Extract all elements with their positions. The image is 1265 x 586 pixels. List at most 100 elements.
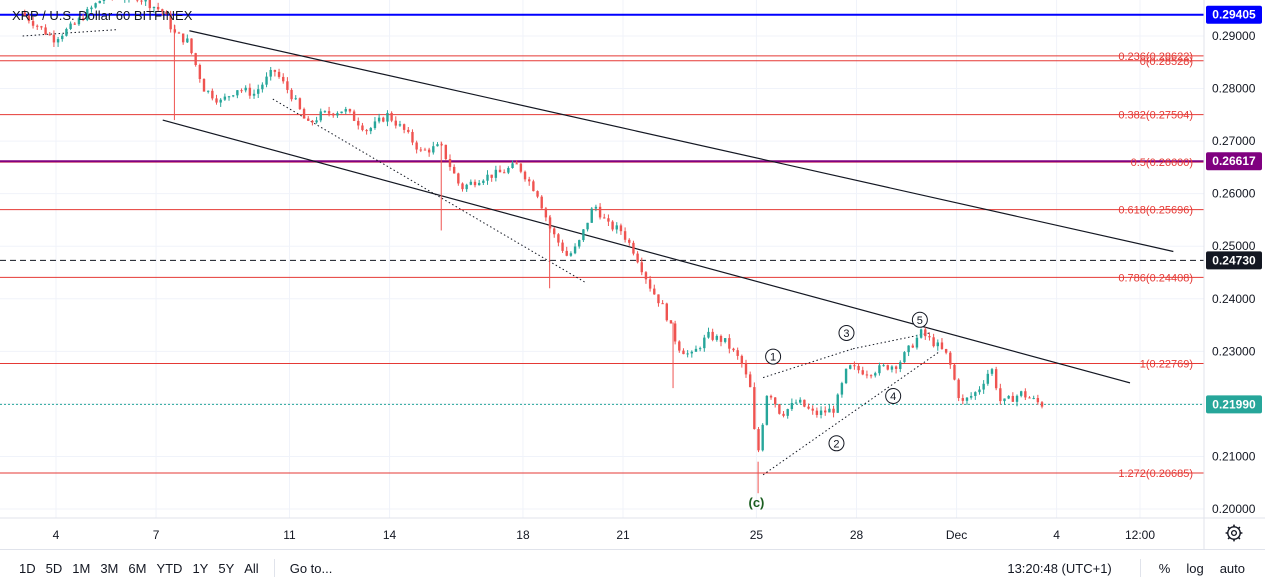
candle-body (865, 374, 869, 376)
candle-body (736, 350, 739, 356)
candle-body (231, 95, 235, 97)
candle-body (190, 38, 193, 54)
candle-body (477, 182, 481, 186)
candle-body (678, 341, 681, 351)
candle-body (953, 364, 956, 380)
candle-body (394, 120, 397, 126)
candle-body (398, 124, 402, 126)
time-tick-label: 14 (383, 528, 397, 542)
range-6m-button[interactable]: 6M (128, 560, 147, 576)
candle-body (811, 408, 814, 411)
range-1y-button[interactable]: 1Y (192, 560, 209, 576)
range-1m-button[interactable]: 1M (72, 560, 91, 576)
range-ytd-button[interactable]: YTD (156, 560, 183, 576)
candle-body (465, 184, 468, 190)
channel-line (162, 119, 1131, 384)
candle-body (198, 65, 202, 79)
candle-body (206, 90, 210, 92)
candle-body (786, 409, 789, 416)
candle-body (1019, 391, 1023, 396)
candle-body (686, 353, 689, 355)
candle-body (1003, 398, 1006, 402)
toolbar-divider (1139, 559, 1141, 577)
candle-body (348, 109, 352, 112)
candle-body (194, 53, 197, 66)
fib-level-label: 1(0.22769) (1140, 358, 1193, 370)
time-tick-label: 7 (153, 528, 160, 542)
candle-body (211, 90, 214, 99)
gear-icon[interactable] (1225, 524, 1243, 542)
goto-button[interactable]: Go to... (289, 560, 333, 576)
candle-body (553, 228, 556, 235)
candle-body (461, 183, 464, 190)
candle-body (869, 375, 873, 377)
price-label-text: 0.29405 (1212, 8, 1256, 22)
candle-body (536, 191, 539, 197)
range-5d-button[interactable]: 5D (45, 560, 63, 576)
candle-body (202, 78, 206, 92)
candle-body (1032, 398, 1035, 400)
candle-body (36, 25, 39, 27)
candle-body (44, 27, 47, 35)
candle-body (77, 18, 81, 25)
candle-body (136, 0, 139, 1)
candle-body (265, 76, 268, 85)
candle-body (40, 26, 43, 28)
candle-body (352, 111, 356, 121)
candle-body (807, 406, 810, 409)
dotted-trend-line (272, 98, 587, 284)
candle-body (857, 365, 860, 371)
candle-body (273, 69, 277, 72)
wave-label: 4 (890, 391, 896, 403)
time-tick-label: 21 (616, 528, 630, 542)
candle-body (432, 146, 435, 153)
candle-body (415, 142, 418, 150)
time-tick-label: 4 (53, 528, 60, 542)
range-5y-button[interactable]: 5Y (218, 560, 235, 576)
candle-body (69, 23, 72, 29)
candle-body (1036, 398, 1040, 403)
candle-body (974, 392, 977, 396)
candle-body (219, 99, 222, 103)
range-all-button[interactable]: All (244, 560, 259, 576)
auto-scale-button[interactable]: auto (1219, 560, 1245, 576)
wave-labels: 1 2 3 4 5 (c) (748, 311, 928, 510)
trend-lines (22, 29, 1174, 476)
bottom-toolbar: 1D 5D 1M 3M 6M YTD 1Y 5Y All Go to... 13… (0, 549, 1265, 586)
candle-body (828, 408, 831, 413)
candle-body (844, 368, 848, 384)
candle-body (919, 329, 923, 338)
candle-body (573, 246, 577, 254)
time-tick-label: 4 (1053, 528, 1060, 542)
candle-body (607, 218, 610, 222)
candle-body (161, 9, 164, 12)
percent-scale-button[interactable]: % (1158, 560, 1171, 576)
candle-body (623, 231, 627, 240)
candle-body (227, 96, 231, 98)
range-3m-button[interactable]: 3M (100, 560, 119, 576)
wave-circle (828, 435, 845, 452)
price-tick-label: 0.28000 (1212, 82, 1256, 96)
wave-label: 3 (843, 328, 849, 340)
candle-body (377, 117, 381, 122)
candle-body (849, 365, 852, 369)
candle-body (940, 342, 944, 349)
candle-body (298, 98, 302, 110)
candle-body (469, 181, 473, 185)
price-label-box (1206, 251, 1262, 270)
range-1d-button[interactable]: 1D (19, 560, 36, 576)
price-tick-label: 0.29000 (1212, 29, 1256, 43)
candle-body (282, 76, 285, 82)
candle-body (782, 413, 785, 416)
price-tick-label: 0.26000 (1212, 187, 1256, 201)
price-tick-label: 0.27000 (1212, 134, 1256, 148)
candle-body (999, 388, 1002, 402)
horizontal-levels (0, 13, 1204, 474)
candle-body (498, 169, 502, 173)
candle-body (98, 0, 101, 4)
candle-body (369, 128, 372, 132)
log-scale-button[interactable]: log (1186, 560, 1204, 576)
candle-body (215, 98, 218, 103)
candle-body (703, 337, 706, 349)
